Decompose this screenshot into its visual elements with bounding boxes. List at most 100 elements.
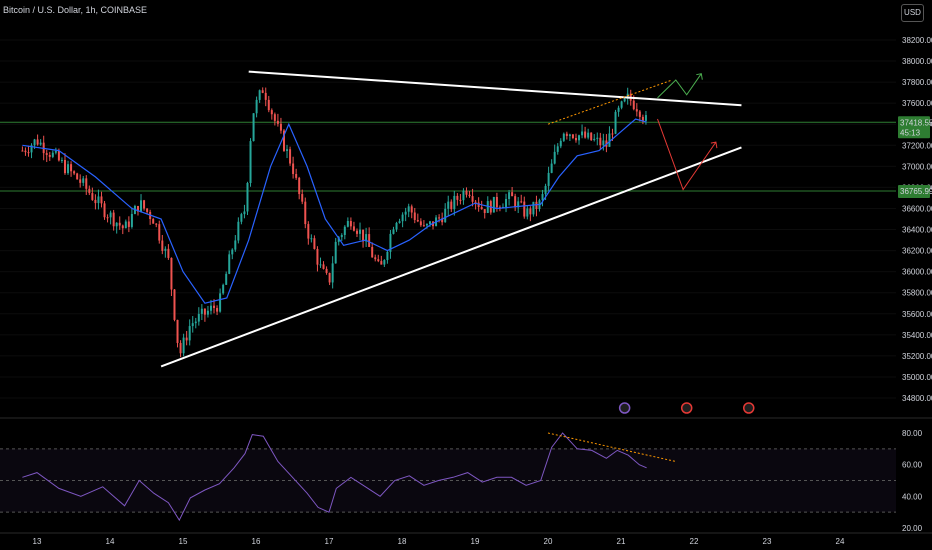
candle-body: [286, 149, 289, 151]
candle-body: [21, 150, 24, 152]
price-tick-label: 37200.00: [902, 141, 932, 150]
currency-button[interactable]: USD: [901, 4, 924, 22]
candle-body: [368, 234, 371, 247]
candle-body: [322, 264, 325, 269]
candle-body: [550, 163, 553, 173]
candle-body: [54, 151, 57, 153]
candle-body: [559, 140, 562, 147]
candle-body: [511, 192, 514, 197]
time-tick-label: 16: [252, 537, 261, 546]
event-markers[interactable]: [618, 402, 755, 414]
candle-body: [617, 107, 620, 112]
candle-body: [635, 109, 638, 112]
candle-body: [486, 201, 489, 213]
candle-body: [319, 264, 322, 266]
trend-drawings[interactable]: [160, 70, 742, 368]
candle-body: [27, 152, 30, 154]
candle-body: [422, 225, 425, 227]
candle-body: [282, 130, 285, 151]
candle-body: [404, 211, 407, 215]
price-tick-label: 38200.00: [902, 36, 932, 45]
candle-body: [419, 221, 422, 226]
rsi-tick-label: 80.00: [902, 429, 923, 438]
candle-body: [571, 134, 574, 138]
candle-body: [45, 153, 48, 155]
time-tick-label: 18: [398, 537, 407, 546]
price-tick-label: 37600.00: [902, 99, 932, 108]
price-axis[interactable]: 34800.00 35000.00 35200.00 35400.00 35600.00…: [902, 36, 932, 403]
candle-body: [79, 179, 82, 183]
candle-body: [185, 337, 188, 341]
candle-body: [343, 226, 346, 235]
candle-body: [346, 221, 349, 227]
price-tick-label: 35800.00: [902, 289, 932, 298]
time-axis[interactable]: 13 14 15 16 17 18 19 20 21 22 23 24: [0, 532, 932, 546]
rsi-tick-label: 20.00: [902, 524, 923, 533]
projection-down-path: [657, 118, 717, 191]
candle-body: [444, 208, 447, 223]
candle-body: [173, 289, 176, 320]
candle-body: [480, 207, 483, 210]
candle-body: [565, 133, 568, 136]
candle-body: [407, 206, 410, 212]
candle-body: [70, 164, 73, 172]
candle-body: [30, 145, 33, 153]
candle-body: [197, 313, 200, 322]
time-tick-label: 17: [325, 537, 334, 546]
candle-body: [553, 151, 556, 164]
candle-body: [97, 196, 100, 204]
candle-body: [289, 149, 292, 164]
candle-body: [176, 319, 179, 343]
candle-body: [94, 199, 97, 204]
candle-body: [301, 194, 304, 202]
lower-trendline: [160, 146, 742, 368]
candle-body: [371, 246, 374, 258]
candle-body: [587, 132, 590, 138]
candle-body: [474, 201, 477, 203]
candle-body: [63, 159, 66, 174]
candle-body: [529, 208, 532, 215]
projection-up-path: [657, 73, 702, 99]
candle-body: [146, 208, 149, 212]
candle-body: [203, 308, 206, 315]
time-tick-label: 24: [836, 537, 845, 546]
candle-body: [270, 110, 273, 115]
candle-body: [492, 196, 495, 213]
candle-body: [219, 293, 222, 312]
candle-body: [39, 142, 42, 145]
candle-body: [67, 164, 70, 174]
candle-body: [276, 120, 279, 124]
candle-body: [355, 230, 358, 234]
moving-average: [22, 118, 647, 304]
candle-body: [471, 196, 474, 202]
candle-body: [143, 200, 146, 209]
candle-body: [608, 133, 611, 147]
chart-title: Bitcoin / U.S. Dollar, 1h, COINBASE: [3, 5, 148, 15]
candle-body: [495, 196, 498, 208]
candle-body: [590, 132, 593, 141]
candle-body: [57, 151, 60, 161]
candle-body: [255, 99, 258, 114]
candle-body: [386, 251, 389, 261]
time-tick-label: 22: [690, 537, 699, 546]
candle-body: [362, 229, 365, 242]
candle-body: [304, 201, 307, 225]
candle-body: [36, 139, 39, 145]
rsi-axis[interactable]: 20.00 40.00 60.00 80.00: [902, 429, 923, 533]
price-tag: [898, 184, 930, 198]
candle-body: [568, 134, 571, 136]
candle-body: [209, 305, 212, 311]
candle-body: [517, 201, 520, 208]
candle-body: [243, 211, 246, 215]
price-tick-label: 35200.00: [902, 352, 932, 361]
candle-body: [88, 188, 91, 194]
candle-body: [574, 137, 577, 141]
candle-body: [593, 138, 596, 141]
candle-body: [310, 238, 313, 240]
price-tick-label: 36000.00: [902, 268, 932, 277]
candle-body: [292, 163, 295, 175]
candle-body: [234, 240, 237, 250]
candle-body: [124, 221, 127, 229]
candle-body: [103, 203, 106, 218]
